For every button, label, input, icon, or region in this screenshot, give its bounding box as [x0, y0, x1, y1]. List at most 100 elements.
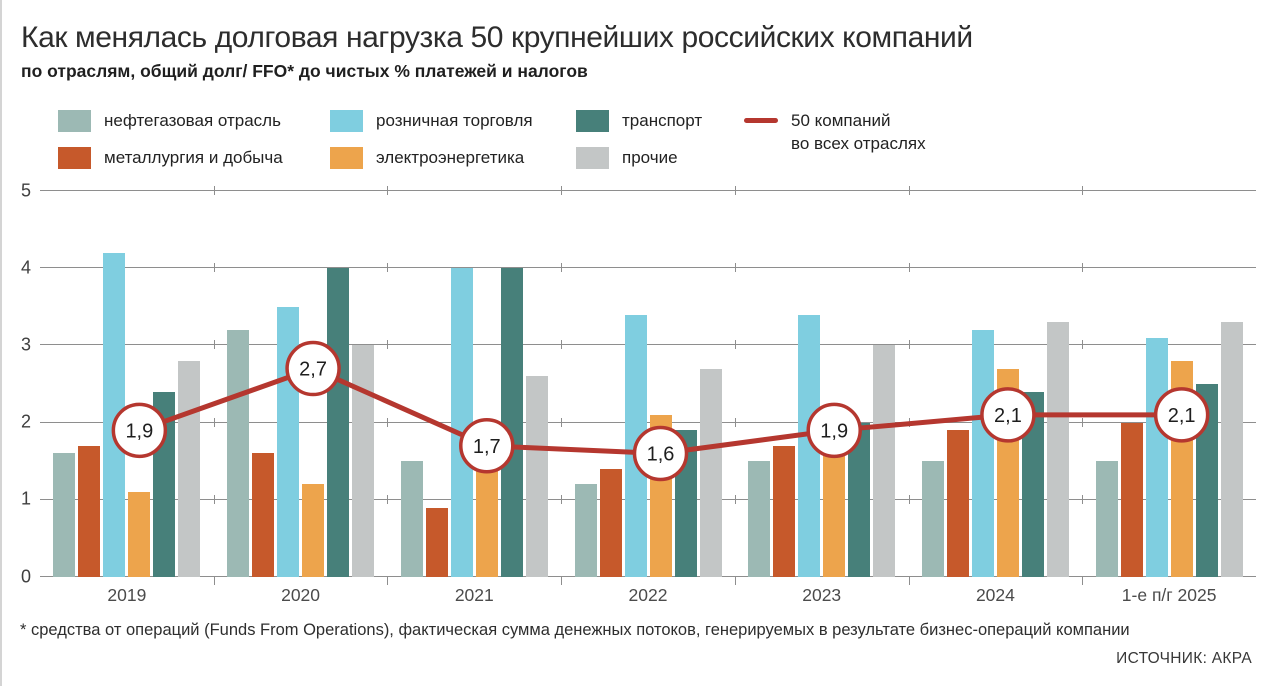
grid-tick	[387, 494, 389, 504]
grid-tick	[561, 186, 563, 195]
y-axis-tick-label: 2	[20, 411, 31, 432]
grid-tick	[213, 577, 215, 585]
bar-series4-1-е п/г 2025	[1170, 360, 1193, 577]
bar-series1-1-е п/г 2025	[1095, 461, 1118, 577]
legend-item-series1: нефтегазовая отрасль	[58, 110, 330, 133]
legend-label-trend-line: 50 компаний во всех отраслях	[791, 110, 926, 156]
bar-series6-2023	[873, 345, 896, 577]
bar-group-2019	[53, 252, 201, 577]
bar-series3-2022	[624, 314, 647, 577]
bar-series4-2024	[996, 368, 1019, 577]
header: Как менялась долговая нагрузка 50 крупне…	[21, 21, 973, 82]
y-axis-tick-label: 4	[20, 257, 31, 278]
bar-group-2024	[921, 322, 1069, 577]
footnote: * средства от операций (Funds From Opera…	[20, 621, 1130, 639]
bar-group-2022	[574, 314, 722, 577]
grid-tick	[1082, 340, 1084, 350]
bar-series4-2020	[302, 484, 325, 577]
source-credit: ИСТОЧНИК: АКРА	[1116, 650, 1252, 667]
grid-tick	[1082, 263, 1084, 273]
grid-tick	[734, 417, 736, 427]
grid-tick	[387, 263, 389, 273]
page-subtitle: по отраслям, общий долг/ FFO* до чистых …	[21, 60, 588, 81]
bar-group-2021	[400, 268, 548, 577]
x-axis-label: 2020	[281, 585, 321, 605]
grid-tick	[387, 186, 389, 195]
bar-series3-2020	[277, 306, 300, 577]
left-edge-rule	[0, 0, 2, 686]
bar-series3-2023	[798, 314, 821, 577]
y-axis-tick-label: 5	[20, 180, 31, 200]
legend-item-series3: розничная торговля	[330, 110, 576, 133]
bar-series5-2021	[500, 268, 523, 577]
bar-series5-2020	[327, 268, 350, 577]
bar-chart: 0 1 2 3 4 5 1,9 2,7 1,7 1,6 1,9 2,1 2,1	[21, 180, 1256, 586]
bar-series2-2023	[773, 445, 796, 577]
bar-series3-1-е п/г 2025	[1145, 337, 1168, 577]
bar-series3-2024	[971, 329, 994, 577]
legend: нефтегазовая отрасль розничная торговля тр…	[58, 110, 926, 170]
y-axis-tick-label: 3	[20, 334, 31, 355]
grid-tick	[1082, 577, 1084, 585]
x-axis-label: 2019	[107, 585, 147, 605]
bar-group-2023	[748, 314, 896, 577]
grid-tick	[908, 263, 910, 273]
grid-tick	[908, 417, 910, 427]
grid-tick	[734, 263, 736, 273]
bar-series1-2024	[921, 461, 944, 577]
legend-label-line: во всех отраслях	[791, 133, 926, 153]
grid-tick	[1082, 417, 1084, 427]
grid-tick	[561, 263, 563, 273]
grid-tick	[387, 577, 389, 585]
bar-group-2020	[227, 268, 375, 577]
legend-item-series6: прочие	[576, 147, 744, 170]
x-axis-label: 1-е п/г 2025	[1121, 585, 1217, 605]
grid-tick	[1082, 186, 1084, 195]
trend-line-swatch	[744, 118, 778, 123]
bar-series2-2024	[946, 430, 969, 577]
legend-color-swatch	[58, 147, 91, 170]
legend-item-series5: транспорт	[576, 110, 744, 133]
legend-label: нефтегазовая отрасль	[104, 111, 281, 130]
grid-tick	[1082, 494, 1084, 504]
bar-series2-2022	[599, 468, 622, 577]
grid-tick	[561, 494, 563, 504]
bar-series2-2021	[425, 507, 448, 577]
grid-tick	[734, 340, 736, 350]
bar-series6-2024	[1046, 322, 1069, 577]
bar-series3-2021	[450, 268, 473, 577]
y-axis-tick-label: 0	[20, 566, 31, 586]
bar-series6-2019	[178, 360, 201, 577]
bar-series5-2024	[1021, 391, 1044, 577]
bar-series5-1-е п/г 2025	[1195, 384, 1218, 577]
grid-line: 1	[21, 489, 1256, 509]
bar-series4-2023	[823, 438, 846, 577]
legend-label: прочие	[622, 147, 678, 167]
grid-tick	[908, 186, 910, 195]
grid-tick	[561, 340, 563, 350]
grid-tick	[387, 417, 389, 427]
bar-series2-1-е п/г 2025	[1120, 422, 1143, 577]
grid-tick	[561, 577, 563, 585]
bar-series6-1-е п/г 2025	[1220, 322, 1243, 577]
bar-group-1-е п/г 2025	[1095, 322, 1243, 577]
legend-color-swatch	[330, 110, 363, 133]
legend-label: металлургия и добыча	[104, 147, 283, 167]
grid-tick	[908, 494, 910, 504]
bar-series6-2020	[352, 345, 375, 577]
bar-series1-2019	[53, 453, 76, 577]
bar-series5-2022	[674, 430, 697, 577]
grid-tick	[561, 417, 563, 427]
grid-tick	[213, 340, 215, 350]
grid-tick	[213, 494, 215, 504]
x-axis-label: 2022	[628, 585, 668, 605]
legend-color-swatch	[330, 147, 363, 170]
legend-color-swatch	[576, 110, 609, 133]
bar-series5-2023	[848, 422, 871, 577]
bar-series1-2023	[748, 461, 771, 577]
grid-tick	[213, 417, 215, 427]
x-axis-label: 2021	[454, 585, 494, 605]
bar-series1-2020	[227, 329, 250, 577]
bar-series4-2021	[475, 445, 498, 577]
x-axis-label: 2024	[975, 585, 1015, 605]
